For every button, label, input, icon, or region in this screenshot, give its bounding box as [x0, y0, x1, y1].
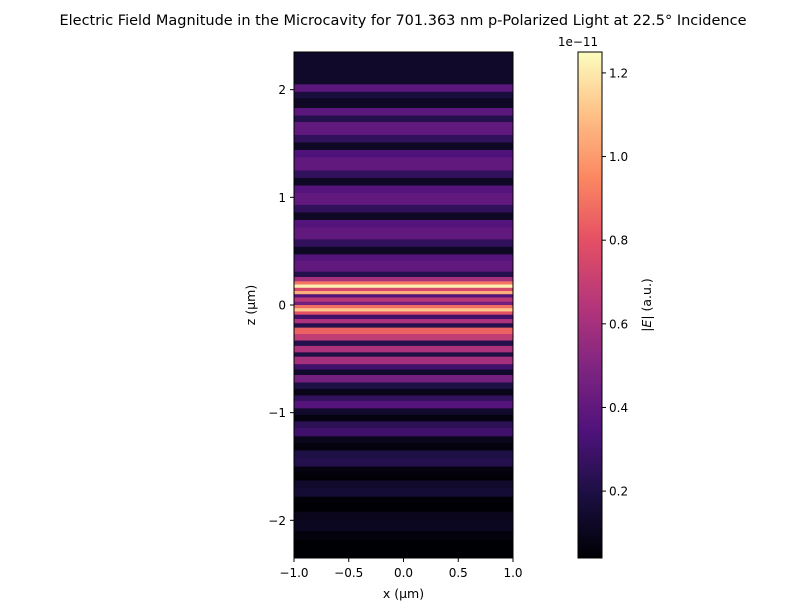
heatmap-plot: −1.0 −0.5 0.0 0.5 1.0 −2 −1 0 1 2 x (µm) z (µm) — [243, 51, 523, 601]
heatmap-band — [294, 472, 513, 481]
colorbar-scale-label: 1e−11 — [558, 35, 598, 49]
heatmap-band — [294, 115, 513, 123]
heatmap-band — [294, 121, 513, 136]
heatmap-band — [294, 260, 513, 273]
heatmap-band — [294, 408, 513, 416]
colorbar-tick-label: 0.6 — [609, 317, 628, 331]
heatmap-band — [294, 356, 513, 365]
chart-title: Electric Field Magnitude in the Microcav… — [59, 13, 746, 29]
heatmap-band — [294, 421, 513, 429]
heatmap-band — [294, 466, 513, 474]
heatmap-band — [294, 254, 513, 262]
colorbar-tick-label: 0.2 — [609, 485, 628, 499]
heatmap-band — [294, 450, 513, 459]
heatmap-band — [294, 287, 513, 292]
heatmap-band — [294, 281, 513, 285]
y-tick-label: 1 — [278, 191, 286, 205]
y-tick-label: −2 — [268, 514, 286, 528]
heatmap-band — [294, 488, 513, 498]
colorbar-tick-label: 0.4 — [609, 401, 628, 415]
y-axis-ticks: −2 −1 0 1 2 — [268, 83, 294, 528]
heatmap-band — [294, 142, 513, 151]
colorbar: 0.2 0.4 0.6 0.8 1.0 1.2 1e−11 |E| (a.u.) — [558, 35, 654, 559]
heatmap-band — [294, 149, 513, 158]
heatmap-band — [294, 308, 513, 312]
heatmap-band — [294, 442, 513, 451]
heatmap-band — [294, 314, 513, 320]
colorbar-label: |E| (a.u.) — [639, 278, 654, 332]
x-tick-label: −0.5 — [334, 566, 363, 580]
heatmap-band — [294, 297, 513, 303]
heatmap-band — [294, 414, 513, 422]
heatmap-band — [294, 219, 513, 228]
heatmap-band — [294, 395, 513, 402]
colorbar-tick-label: 1.2 — [609, 66, 628, 80]
heatmap-band — [294, 134, 513, 143]
x-tick-label: −1.0 — [279, 566, 308, 580]
colorbar-tick-label: 0.8 — [609, 234, 628, 248]
heatmap-band — [294, 170, 513, 179]
heatmap-band — [294, 301, 513, 306]
heatmap-band — [294, 345, 513, 353]
heatmap-band — [294, 291, 513, 295]
x-tick-label: 1.0 — [503, 566, 522, 580]
heatmap-band — [294, 91, 513, 99]
heatmap-band — [294, 382, 513, 390]
heatmap-band — [294, 340, 513, 347]
heatmap-band — [294, 327, 513, 335]
heatmap-band — [294, 457, 513, 467]
y-tick-label: 2 — [278, 83, 286, 97]
heatmap-band — [294, 157, 513, 171]
heatmap-band — [294, 352, 513, 358]
heatmap-band — [294, 193, 513, 206]
heatmap-band — [294, 334, 513, 341]
heatmap-band — [294, 227, 513, 240]
y-tick-label: 0 — [278, 299, 286, 313]
heatmap-band — [294, 212, 513, 221]
heatmap-band — [294, 84, 513, 93]
heatmap-band — [294, 400, 513, 409]
x-tick-label: 0.5 — [449, 566, 468, 580]
heatmap-band — [294, 284, 513, 289]
heatmap-band — [294, 539, 513, 559]
colorbar-ticks: 0.2 0.4 0.6 0.8 1.0 1.2 — [602, 66, 628, 499]
heatmap-band — [294, 319, 513, 324]
heatmap-band — [294, 427, 513, 437]
heatmap-band — [294, 277, 513, 282]
colorbar-scale — [577, 51, 603, 559]
heatmap-band — [294, 185, 513, 194]
heatmap-band — [294, 520, 513, 532]
x-axis-label: x (µm) — [383, 586, 424, 601]
heatmap-bands — [294, 52, 513, 559]
heatmap-band — [294, 204, 513, 213]
y-axis-label: z (µm) — [243, 285, 258, 325]
y-tick-label: −1 — [268, 406, 286, 420]
heatmap-band — [294, 311, 513, 316]
x-tick-label: 0.0 — [394, 566, 413, 580]
heatmap-band — [294, 52, 513, 85]
heatmap-band — [294, 511, 513, 521]
heatmap-band — [294, 369, 513, 376]
heatmap-band — [294, 496, 513, 504]
heatmap-band — [294, 388, 513, 396]
heatmap-band — [294, 503, 513, 513]
heatmap-band — [294, 246, 513, 255]
heatmap-band — [294, 177, 513, 186]
colorbar-tick-label: 1.0 — [609, 150, 628, 164]
heatmap-band — [294, 305, 513, 309]
heatmap-band — [294, 107, 513, 116]
heatmap-band — [294, 531, 513, 541]
heatmap-band — [294, 374, 513, 383]
heatmap-band — [294, 364, 513, 370]
heatmap-band — [294, 294, 513, 298]
heatmap-band — [294, 239, 513, 248]
heatmap-band — [294, 323, 513, 329]
heatmap-band — [294, 271, 513, 278]
heatmap-band — [294, 436, 513, 444]
x-axis-ticks: −1.0 −0.5 0.0 0.5 1.0 — [279, 558, 523, 580]
heatmap-band — [294, 480, 513, 489]
heatmap-band — [294, 98, 513, 109]
